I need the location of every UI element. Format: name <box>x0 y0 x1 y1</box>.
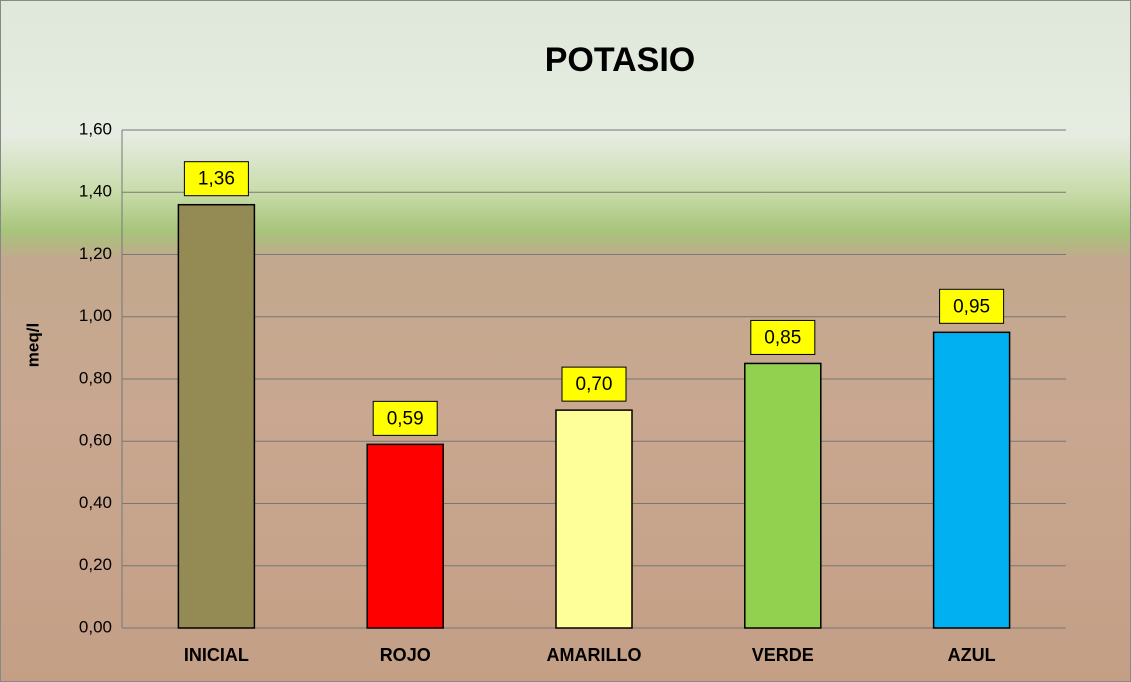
value-label-box <box>561 366 627 402</box>
value-label-box <box>750 319 816 355</box>
value-label: 0,85 <box>764 327 801 348</box>
x-tick-label: VERDE <box>752 645 814 665</box>
x-tick-label: AZUL <box>948 645 996 665</box>
bar <box>366 443 444 629</box>
y-tick-label: 1,00 <box>79 306 112 325</box>
value-label: 0,95 <box>953 296 990 317</box>
y-tick-label: 0,60 <box>79 431 112 450</box>
chart-title: POTASIO <box>545 41 696 79</box>
y-tick-label: 0,80 <box>79 368 112 387</box>
bar <box>177 203 256 629</box>
bar <box>555 409 633 629</box>
y-tick-label: 0,00 <box>79 617 112 636</box>
y-tick-label: 1,60 <box>79 119 112 138</box>
y-axis-label: meq/l <box>23 323 42 367</box>
value-label: 0,59 <box>387 408 424 429</box>
value-label-box <box>372 400 438 436</box>
y-tick-label: 1,40 <box>79 182 112 201</box>
value-label-box <box>183 161 249 197</box>
value-label: 1,36 <box>198 169 235 190</box>
y-tick-label: 0,20 <box>79 555 112 574</box>
bar <box>744 362 822 629</box>
y-tick-label: 1,20 <box>79 244 112 263</box>
x-tick-label: ROJO <box>380 645 431 665</box>
value-label-box <box>939 288 1005 324</box>
bar <box>932 331 1011 629</box>
value-label: 0,70 <box>576 374 613 395</box>
y-tick-label: 0,40 <box>79 493 112 512</box>
x-tick-label: AMARILLO <box>547 645 642 665</box>
x-tick-label: INICIAL <box>184 645 249 665</box>
